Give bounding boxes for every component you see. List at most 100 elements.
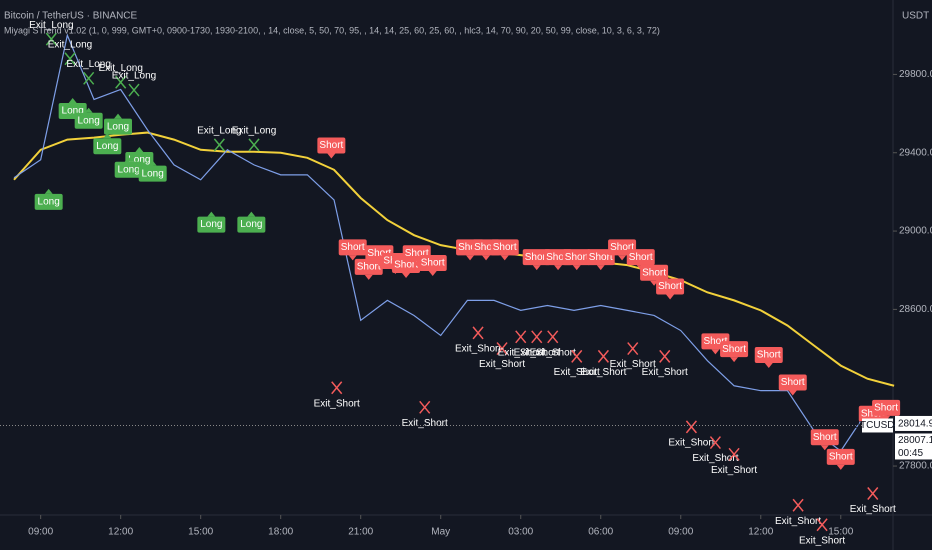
signal-box	[418, 255, 447, 272]
exit-cross	[867, 486, 879, 500]
x-tick-label: May	[431, 527, 450, 538]
exit-cross	[472, 326, 484, 340]
signal: Exit_Short	[498, 330, 544, 358]
signal-label: Short	[367, 248, 391, 259]
signal: Exit_Short	[711, 447, 757, 476]
signal-label: Long	[200, 219, 222, 230]
signal-label: Long	[240, 219, 262, 230]
exit-cross	[685, 420, 697, 434]
signal: Exit_Long	[232, 126, 276, 152]
signal-label: Long	[128, 155, 150, 166]
exit-label: Exit_Short	[775, 516, 821, 527]
signal: Exit_Short	[850, 486, 896, 515]
signal: Exit_Short	[799, 518, 845, 546]
signal: Exit_Long	[112, 71, 156, 97]
signal-box	[720, 341, 749, 358]
signal: Short	[338, 239, 367, 261]
signal: Exit_Short	[642, 349, 688, 378]
signal: Long	[197, 211, 226, 233]
signal: Exit_Short	[668, 420, 715, 449]
signal-box	[640, 264, 669, 281]
signal: Short	[640, 264, 669, 286]
chart-title: Bitcoin / TetherUS · BINANCE	[4, 11, 138, 22]
x-tick-label: 21:00	[348, 527, 373, 538]
signal-pointer	[820, 445, 829, 451]
signal-pointer	[466, 255, 475, 261]
y-tick-label: 29000.00	[899, 226, 932, 237]
signal-box	[138, 165, 167, 182]
exit-label: Exit_Short	[314, 398, 360, 409]
y-tick-label: 29400.00	[899, 147, 932, 158]
exit-cross	[709, 436, 721, 450]
signal-label: Short	[722, 344, 746, 355]
exit-label: Exit_Short	[610, 359, 656, 370]
signal-box	[872, 399, 901, 416]
signal: Exit_Long	[98, 63, 143, 89]
exit-label: Exit_Short	[799, 535, 845, 546]
signal-label: Short	[525, 252, 549, 263]
exit-cross	[248, 138, 260, 152]
signal: Short	[354, 258, 383, 280]
exit-cross	[45, 32, 57, 46]
signal-pointer	[103, 133, 112, 139]
signal: Exit_Long	[197, 126, 242, 152]
signal-label: Long	[62, 106, 84, 117]
signal: Exit_Long	[66, 59, 111, 85]
signal-label: Short	[341, 242, 365, 253]
signal-pointer	[572, 265, 581, 271]
exit-cross	[128, 83, 140, 97]
exit-cross	[213, 138, 225, 152]
exit-label: Exit_Long	[29, 20, 73, 31]
signal-label: Long	[78, 115, 100, 126]
signal-box	[778, 374, 807, 391]
signal-pointer	[788, 390, 797, 396]
y-tick-label: 27800.00	[899, 461, 932, 472]
exit-cross	[331, 381, 343, 395]
signal: Exit_Short	[554, 349, 600, 378]
exit-cross	[419, 400, 431, 414]
signal-box	[490, 239, 519, 256]
signal-box	[114, 161, 143, 178]
bid-tag: 28014.97	[898, 419, 932, 430]
x-tick-label: 09:00	[28, 527, 53, 538]
signal-pointer	[730, 357, 739, 363]
signal: Long	[138, 160, 167, 182]
signal-label: Short	[474, 242, 498, 253]
exit-label: Exit_Short	[530, 347, 576, 358]
signal: Short	[418, 255, 447, 277]
signal-pointer	[148, 160, 157, 166]
signal-label: Short	[357, 262, 381, 273]
x-tick-label: 12:00	[748, 527, 773, 538]
signal-label: Long	[38, 196, 60, 207]
symbol-tag-bg	[862, 418, 893, 433]
signal-label: Short	[757, 350, 781, 361]
x-tick-label: 15:00	[828, 527, 853, 538]
exit-label: Exit_Short	[455, 344, 501, 355]
signal-label: Long	[107, 121, 129, 132]
signal-label: Short	[813, 432, 837, 443]
x-tick-label: 09:00	[668, 527, 693, 538]
signal-label: Long	[142, 168, 164, 179]
signal: Short	[778, 374, 807, 396]
signal: Exit_Long	[29, 20, 74, 46]
x-tick-label: 03:00	[508, 527, 533, 538]
series-line	[13, 131, 895, 387]
signal-label: Short	[493, 242, 517, 253]
signal-pointer	[596, 265, 605, 271]
signal: Short	[754, 347, 783, 369]
y-tick-label: 28600.00	[899, 304, 932, 315]
signal: Short	[656, 278, 685, 300]
signal: Short	[826, 448, 855, 470]
signal: Exit_Short	[314, 381, 360, 409]
signal-label: Long	[118, 164, 140, 175]
exit-label: Exit_Short	[692, 453, 738, 464]
countdown-tag: 00:45	[898, 448, 923, 459]
signal-label: Long	[96, 141, 118, 152]
signal: Exit_Short	[514, 330, 560, 358]
last-tag: 28007.18	[898, 435, 932, 446]
signal-pointer	[135, 146, 144, 152]
exit-cross	[597, 349, 609, 363]
x-tick-label: 06:00	[588, 527, 613, 538]
exit-cross	[515, 330, 527, 344]
exit-cross	[496, 342, 508, 356]
